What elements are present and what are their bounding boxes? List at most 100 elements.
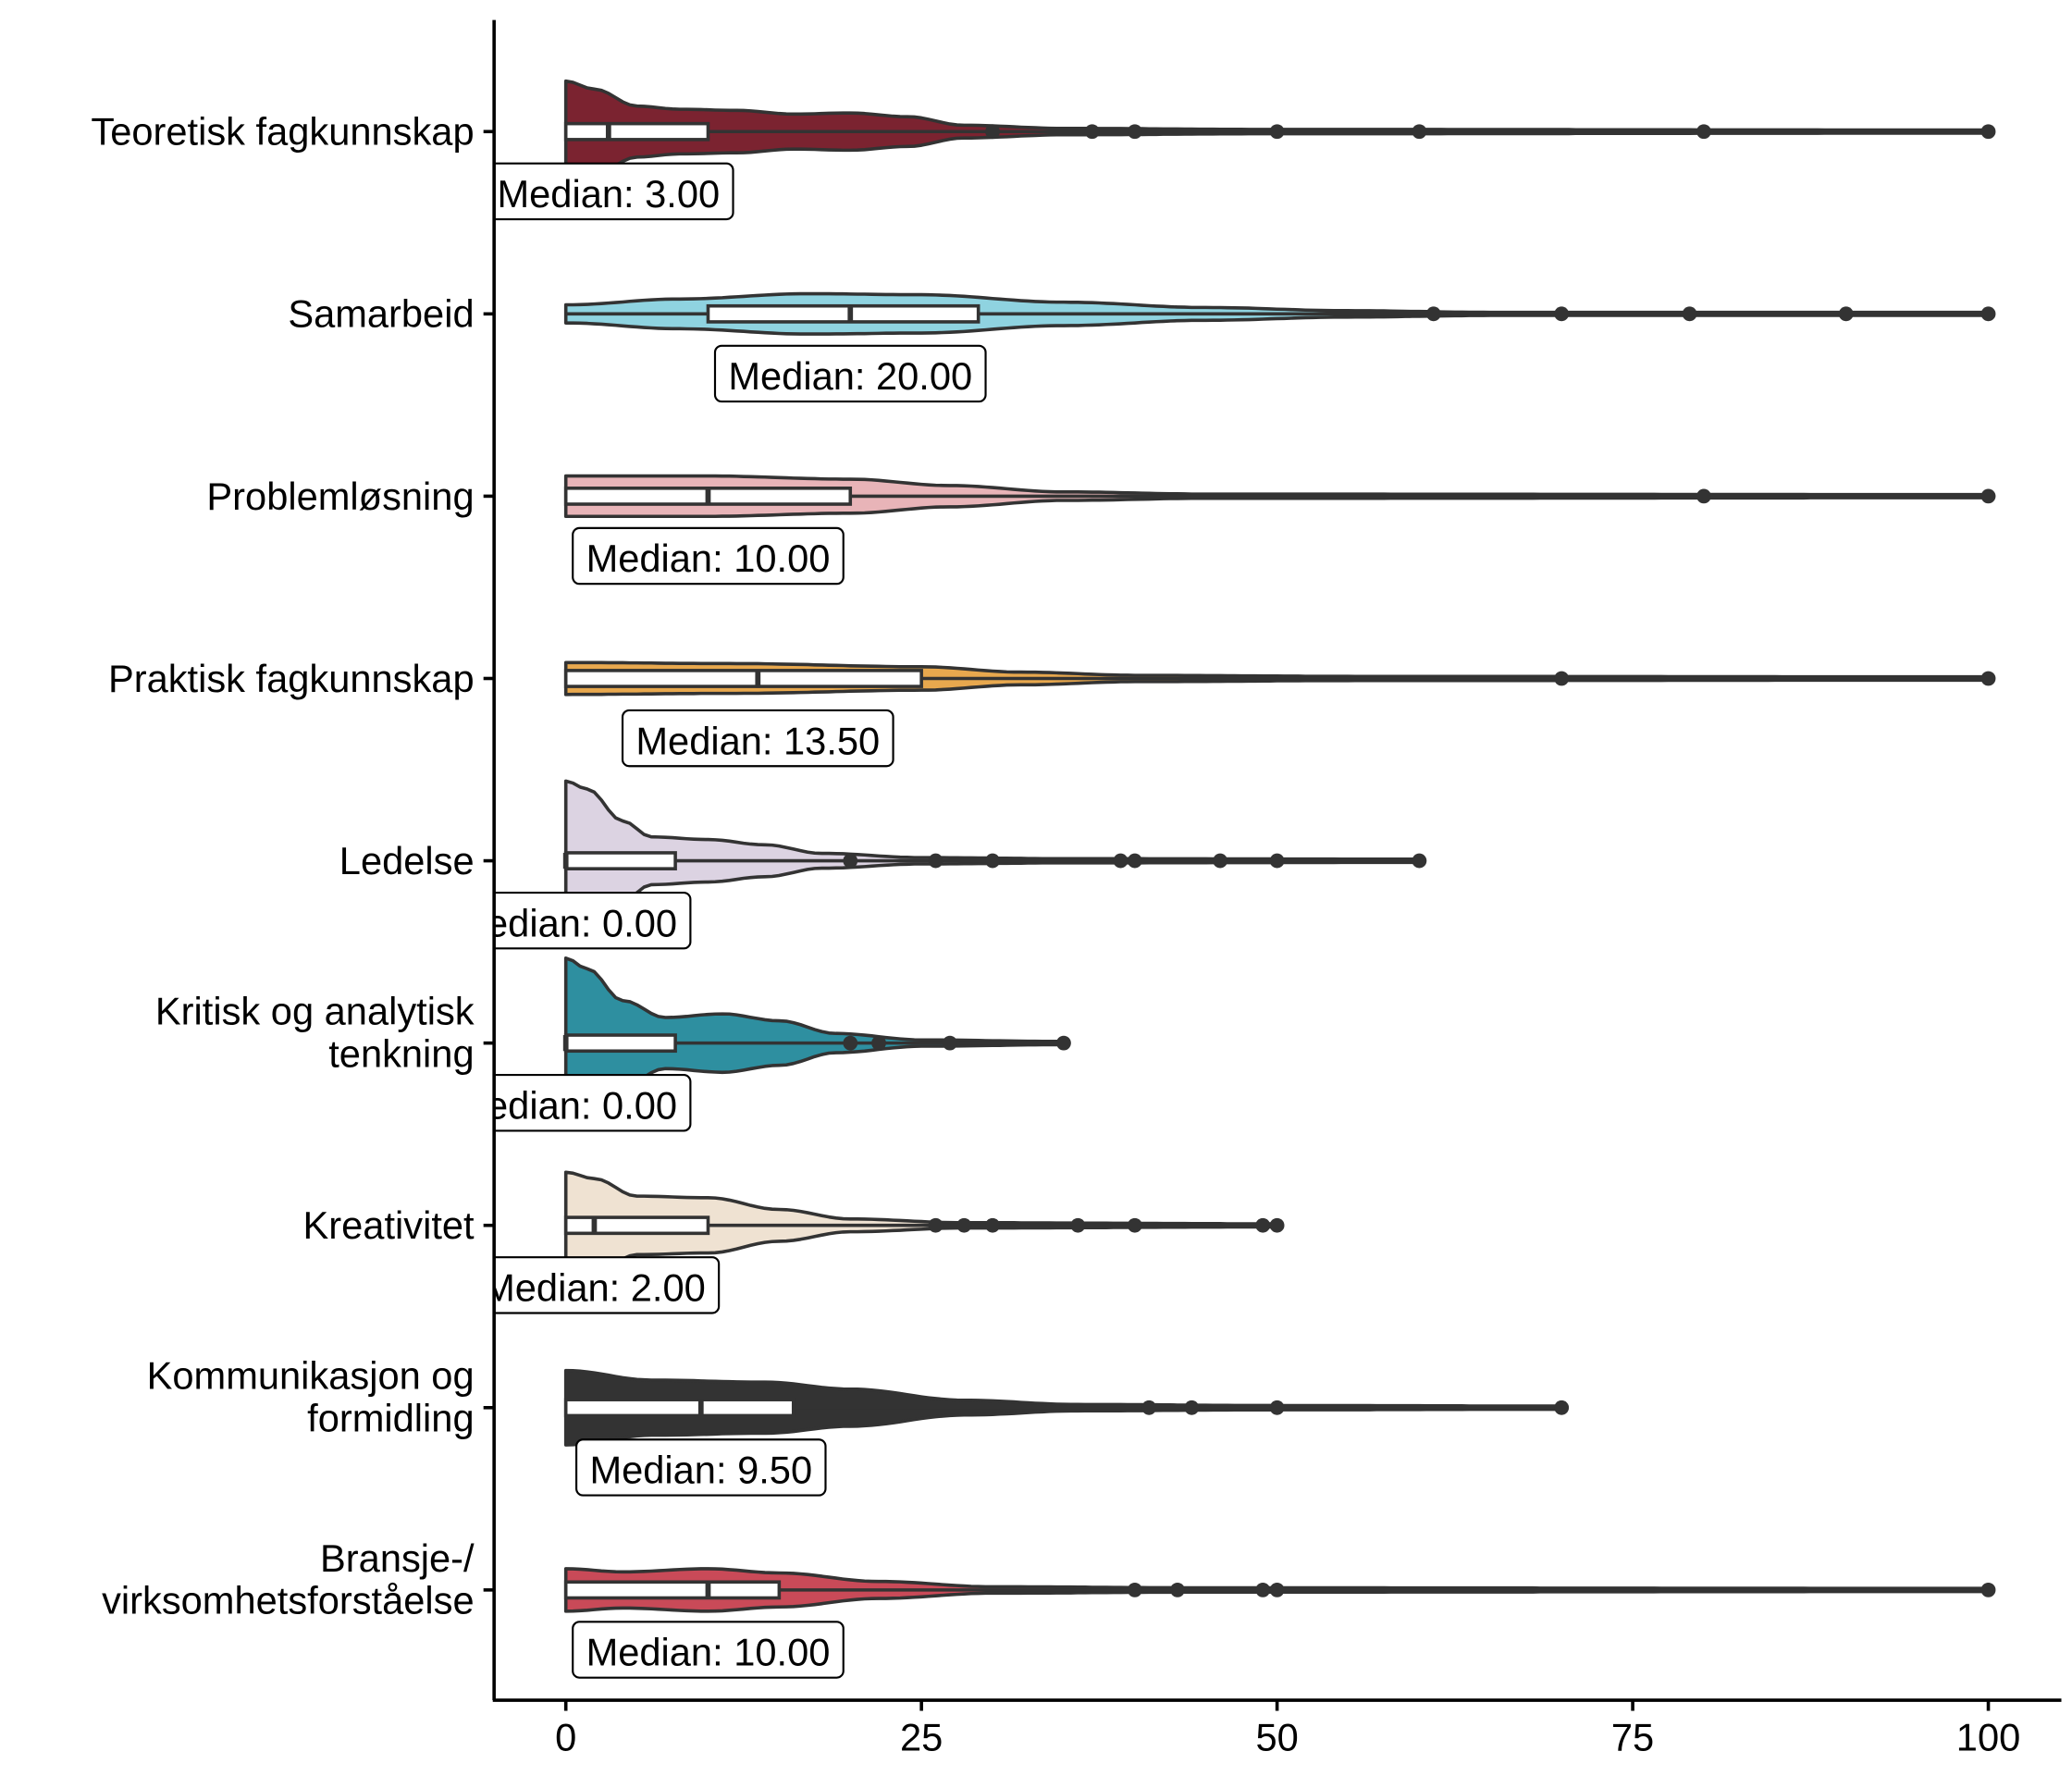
y-tick-label: Problemløsning xyxy=(206,475,474,518)
median-label: Median: 0.00 xyxy=(454,1074,692,1132)
outlier-point xyxy=(1838,306,1854,322)
y-tick-label: Teoretisk fagkunnskap xyxy=(91,110,474,154)
violin-group xyxy=(562,956,1071,1130)
outlier-point xyxy=(1412,853,1427,869)
outlier-point xyxy=(1084,124,1100,140)
x-tick-label: 50 xyxy=(1255,1716,1298,1759)
outlier-point xyxy=(1056,1035,1071,1051)
y-tick-label: Bransje-/ xyxy=(320,1536,475,1580)
box xyxy=(563,1215,710,1236)
median-label: Median: 10.00 xyxy=(572,1621,845,1679)
y-tick-label: formidling xyxy=(307,1397,474,1440)
outlier-point xyxy=(1269,1400,1285,1415)
outlier-point xyxy=(1170,1582,1185,1597)
violin-group xyxy=(563,1368,1570,1447)
outlier-point xyxy=(1269,124,1285,140)
outlier-point xyxy=(871,1035,886,1051)
x-tick-label: 75 xyxy=(1611,1716,1654,1759)
outlier-point xyxy=(1269,1582,1285,1597)
y-tick-label: Kommunikasjon og xyxy=(147,1354,475,1398)
outlier-point xyxy=(1255,1217,1271,1233)
outlier-point xyxy=(928,1217,944,1233)
outlier-point xyxy=(843,1035,858,1051)
median-label-text: Median: 0.00 xyxy=(454,1083,677,1127)
box xyxy=(563,1580,782,1600)
outlier-point xyxy=(985,853,1000,869)
violin-group xyxy=(563,474,1996,519)
outlier-point xyxy=(985,1217,1000,1233)
median-label: Median: 2.00 xyxy=(483,1256,721,1314)
median-label: Median: 9.50 xyxy=(575,1438,827,1497)
median-label-box xyxy=(572,1621,845,1679)
outlier-point xyxy=(843,853,858,869)
outlier-point xyxy=(1554,1400,1570,1415)
outlier-point xyxy=(1255,1582,1271,1597)
outlier-point xyxy=(1070,1217,1086,1233)
y-tick-label: Samarbeid xyxy=(288,292,474,336)
outlier-point xyxy=(1980,488,1996,504)
outlier-point xyxy=(1127,124,1142,140)
outlier-point xyxy=(1980,306,1996,322)
y-tick-label: Kreativitet xyxy=(303,1203,475,1247)
y-tick-label: Ledelse xyxy=(339,839,475,882)
median-label: Median: 10.00 xyxy=(572,526,845,586)
outlier-point xyxy=(1213,853,1227,869)
outlier-point xyxy=(1980,1582,1996,1597)
x-tick-label: 25 xyxy=(900,1716,943,1759)
median-label-box xyxy=(621,709,894,768)
box xyxy=(563,1033,677,1054)
outlier-point xyxy=(928,853,944,869)
outlier-point xyxy=(985,124,1000,140)
median-label-text: Median: 2.00 xyxy=(483,1266,706,1310)
outlier-point xyxy=(1425,306,1441,322)
y-tick-label: Praktisk fagkunnskap xyxy=(108,657,475,700)
outlier-point xyxy=(1127,1217,1142,1233)
violin-group xyxy=(563,291,1996,336)
median-label-box xyxy=(713,344,987,403)
box xyxy=(563,1398,796,1418)
median-label-box xyxy=(495,891,692,950)
median-label-box xyxy=(495,1256,721,1314)
outlier-point xyxy=(1554,671,1570,686)
outlier-point xyxy=(943,1035,957,1051)
x-tick-label: 100 xyxy=(1956,1716,2020,1759)
outlier-point xyxy=(1184,1400,1200,1415)
outlier-point xyxy=(1269,1217,1285,1233)
median-label-text: Median: 9.50 xyxy=(589,1449,812,1492)
outlier-point xyxy=(1682,306,1697,322)
outlier-point xyxy=(1696,488,1711,504)
plot-area: Median: 3.00 Median: 20.00 Median: 10.00 Me… xyxy=(454,79,1996,1679)
outlier-point xyxy=(1127,1582,1142,1597)
outlier-point xyxy=(1980,124,1996,140)
axes: Teoretisk fagkunnskap Samarbeid Problemløs… xyxy=(91,19,2062,1759)
box xyxy=(563,669,923,688)
median-label-text: Median: 13.50 xyxy=(635,719,880,762)
median-label-text: Median: 10.00 xyxy=(586,1631,831,1674)
violin-group xyxy=(563,79,1996,184)
outlier-point xyxy=(1269,853,1285,869)
outlier-point xyxy=(1696,124,1711,140)
median-label-text: Median: 3.00 xyxy=(497,172,720,216)
median-label-box xyxy=(495,162,734,221)
box xyxy=(563,851,677,870)
median-label-box xyxy=(495,1074,692,1132)
y-tick-label: tenkning xyxy=(328,1031,474,1075)
violin-group xyxy=(562,779,1427,943)
median-label: Median: 3.00 xyxy=(495,162,734,221)
outlier-point xyxy=(1554,306,1570,322)
outlier-point xyxy=(1141,1400,1157,1415)
median-label-text: Median: 20.00 xyxy=(728,354,972,398)
outlier-point xyxy=(956,1217,972,1233)
median-label: Median: 20.00 xyxy=(713,344,987,403)
outlier-point xyxy=(1113,853,1128,869)
violin-group xyxy=(563,660,1996,697)
box xyxy=(563,121,710,142)
box xyxy=(706,303,980,324)
median-label-text: Median: 0.00 xyxy=(454,901,677,944)
outlier-point xyxy=(1980,671,1996,686)
outlier-point xyxy=(1412,124,1427,140)
median-label-box xyxy=(575,1438,827,1497)
violin-group xyxy=(563,1567,1996,1613)
y-tick-label: Kritisk og analytisk xyxy=(155,990,475,1033)
